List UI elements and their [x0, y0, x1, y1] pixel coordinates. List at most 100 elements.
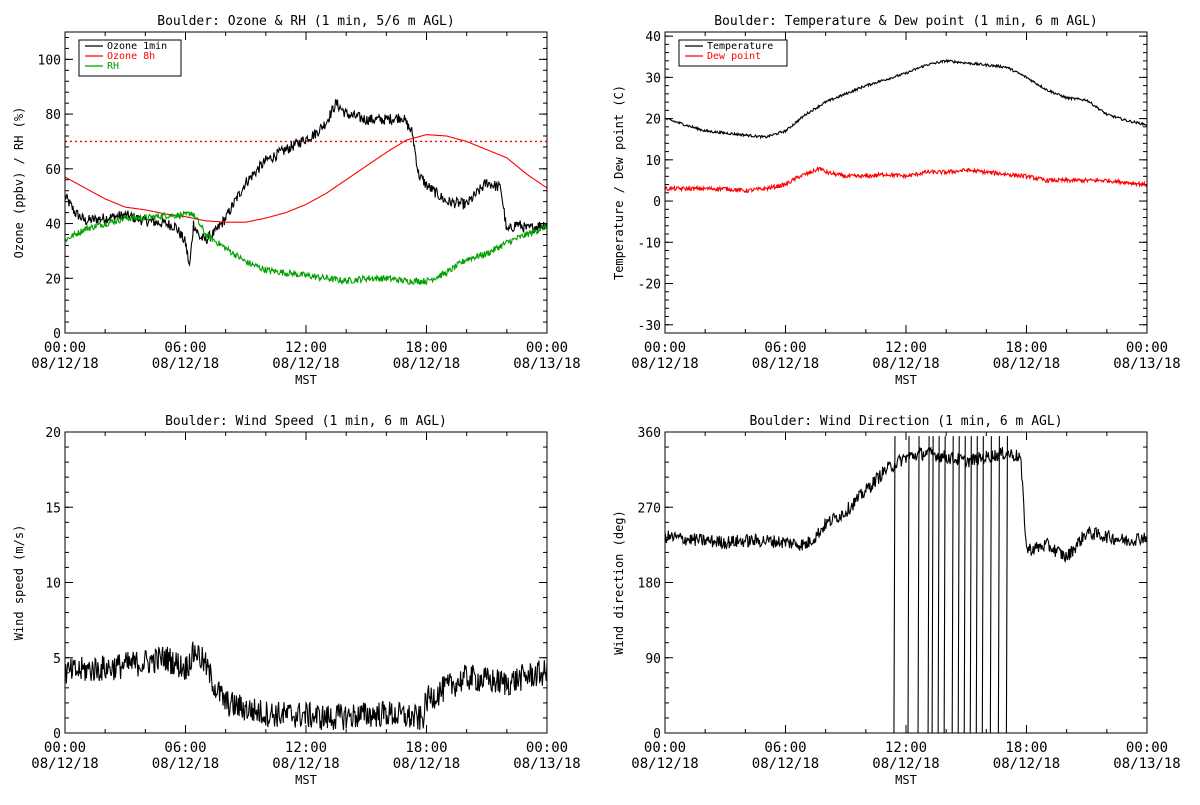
chart-title: Boulder: Ozone & RH (1 min, 5/6 m AGL) — [157, 14, 454, 29]
x-tick-date-label: 08/12/18 — [31, 756, 98, 772]
x-tick-time-label: 18:00 — [405, 340, 447, 356]
plot-frame — [664, 431, 1148, 734]
y-tick-label: 20 — [45, 426, 61, 441]
series-line-temperature — [665, 58, 1147, 140]
direction-wrap-spike — [997, 436, 1000, 733]
y-tick-label: 30 — [645, 71, 661, 86]
plot-area — [665, 58, 1147, 194]
x-tick-time-label: 00:00 — [526, 740, 568, 756]
y-tick-label: 0 — [53, 727, 61, 742]
ozone-rh-panel: Boulder: Ozone & RH (1 min, 5/6 m AGL) 0 2… — [12, 14, 581, 387]
x-tick-time-label: 06:00 — [764, 340, 806, 356]
y-tick-label: 0 — [653, 195, 661, 210]
plot-area — [665, 436, 1147, 733]
y-tick-label: 100 — [38, 53, 61, 68]
y-tick-label: -10 — [638, 236, 661, 251]
y-tick-label: 15 — [45, 501, 61, 516]
direction-wrap-spike — [931, 436, 934, 733]
x-axis-label: MST — [895, 373, 917, 387]
y-tick-label: 0 — [53, 327, 61, 342]
x-tick-date-label: 08/12/18 — [393, 756, 460, 772]
x-tick-date-label: 08/12/18 — [631, 356, 698, 372]
chart-title: Boulder: Temperature & Dew point (1 min,… — [714, 14, 1098, 29]
x-tick-time-label: 00:00 — [44, 340, 86, 356]
x-tick-time-label: 18:00 — [405, 740, 447, 756]
direction-wrap-spike — [951, 436, 954, 733]
direction-wrap-spike — [917, 436, 920, 733]
x-tick-time-label: 00:00 — [1126, 340, 1168, 356]
y-tick-label: 60 — [45, 163, 61, 178]
direction-wrap-spike — [927, 436, 930, 733]
y-tick-label: 0 — [653, 727, 661, 742]
x-tick-time-label: 00:00 — [644, 340, 686, 356]
y-axis-label: Ozone (ppbv) / RH (%) — [12, 107, 26, 259]
x-tick-time-label: 12:00 — [885, 340, 927, 356]
y-axis-label: Wind speed (m/s) — [12, 525, 26, 641]
x-tick-date-label: 08/12/18 — [752, 756, 819, 772]
series-line-ozone-1min — [65, 99, 547, 267]
x-tick-date-label: 08/13/18 — [1113, 356, 1180, 372]
direction-wrap-spike — [937, 436, 940, 733]
y-tick-label: 80 — [45, 108, 61, 123]
direction-wrap-spike — [989, 436, 992, 733]
x-tick-date-label: 08/12/18 — [272, 756, 339, 772]
x-tick-time-label: 00:00 — [526, 340, 568, 356]
y-tick-label: 40 — [645, 30, 661, 45]
y-tick-label: 20 — [645, 113, 661, 128]
x-tick-time-label: 06:00 — [764, 740, 806, 756]
y-tick-label: 5 — [53, 652, 61, 667]
x-tick-date-label: 08/12/18 — [31, 356, 98, 372]
x-tick-time-label: 12:00 — [285, 340, 327, 356]
y-tick-label: 10 — [45, 577, 61, 592]
series-line-wdir — [665, 446, 1147, 564]
legend-label: Temperature — [707, 41, 773, 52]
x-tick-time-label: 18:00 — [1005, 340, 1047, 356]
direction-wrap-spike — [907, 436, 910, 733]
wind-direction-panel: Boulder: Wind Direction (1 min, 6 m AGL)… — [612, 414, 1181, 787]
x-tick-date-label: 08/13/18 — [513, 356, 580, 372]
y-tick-label: 20 — [45, 272, 61, 287]
legend-label: RH — [107, 61, 119, 72]
x-tick-date-label: 08/13/18 — [1113, 756, 1180, 772]
x-tick-date-label: 08/12/18 — [993, 356, 1060, 372]
legend-label: Dew point — [707, 51, 761, 62]
temperature-dewpoint-panel: Boulder: Temperature & Dew point (1 min,… — [612, 14, 1181, 387]
x-tick-time-label: 06:00 — [164, 740, 206, 756]
x-tick-date-label: 08/12/18 — [272, 356, 339, 372]
series-line-rh — [65, 210, 547, 286]
x-axis-label: MST — [295, 773, 317, 787]
x-tick-date-label: 08/12/18 — [752, 356, 819, 372]
x-tick-date-label: 08/12/18 — [152, 356, 219, 372]
x-axis-label: MST — [895, 773, 917, 787]
y-tick-label: -20 — [638, 278, 661, 293]
y-axis-label: Wind direction (deg) — [612, 510, 626, 655]
direction-wrap-spike — [963, 436, 966, 733]
chart-title: Boulder: Wind Speed (1 min, 6 m AGL) — [165, 414, 447, 429]
x-tick-date-label: 08/12/18 — [152, 756, 219, 772]
plot-area — [65, 641, 547, 731]
x-tick-date-label: 08/12/18 — [993, 756, 1060, 772]
x-tick-time-label: 00:00 — [44, 740, 86, 756]
legend-label: Ozone 8h — [107, 51, 155, 62]
direction-wrap-spike — [893, 436, 896, 733]
direction-wrap-spike — [981, 436, 984, 733]
y-tick-label: 270 — [638, 501, 661, 516]
series-line-dew-point — [665, 166, 1147, 194]
x-tick-time-label: 18:00 — [1005, 740, 1047, 756]
legend-label: Ozone 1min — [107, 41, 167, 52]
x-tick-time-label: 00:00 — [644, 740, 686, 756]
series-line-wspd — [65, 641, 547, 731]
direction-wrap-spike — [1005, 436, 1008, 733]
x-tick-time-label: 12:00 — [885, 740, 927, 756]
y-tick-label: 90 — [645, 652, 661, 667]
plot-frame — [64, 431, 548, 734]
direction-wrap-spike — [943, 436, 946, 733]
plot-area — [65, 99, 547, 286]
x-tick-date-label: 08/12/18 — [631, 756, 698, 772]
chart-title: Boulder: Wind Direction (1 min, 6 m AGL) — [749, 414, 1062, 429]
x-tick-date-label: 08/12/18 — [872, 756, 939, 772]
x-tick-time-label: 12:00 — [285, 740, 327, 756]
